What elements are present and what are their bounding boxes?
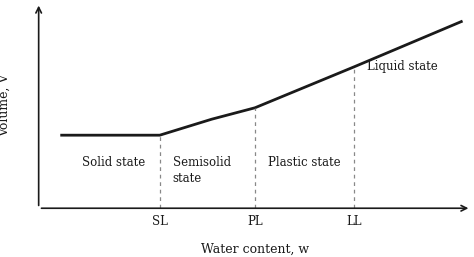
Text: Water content, w: Water content, w [201, 243, 309, 255]
Text: Liquid state: Liquid state [367, 60, 438, 73]
Text: SL: SL [152, 215, 168, 228]
Text: PL: PL [247, 215, 263, 228]
Text: Volume, V: Volume, V [0, 74, 10, 137]
Text: LL: LL [346, 215, 362, 228]
Text: Semisolid
state: Semisolid state [173, 156, 231, 185]
Text: Solid state: Solid state [82, 156, 145, 169]
Text: Plastic state: Plastic state [268, 156, 340, 169]
